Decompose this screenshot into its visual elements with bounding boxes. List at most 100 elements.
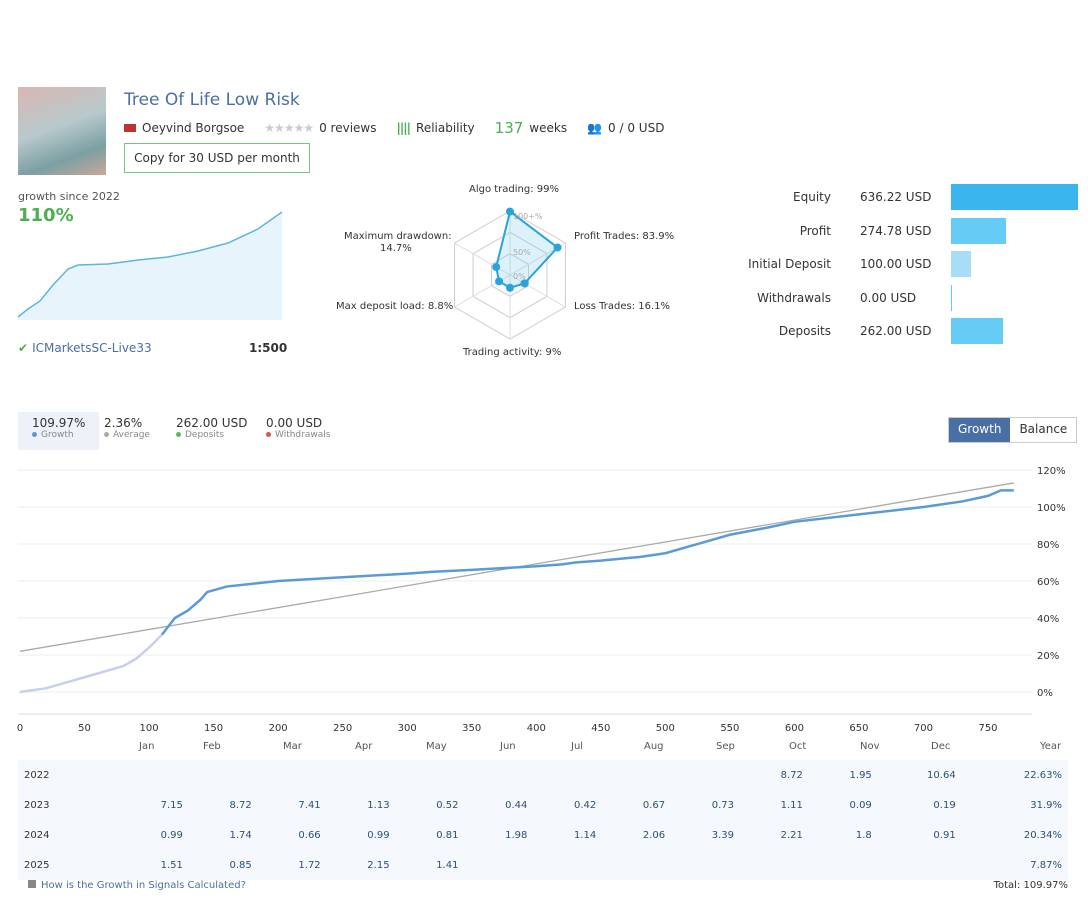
radar-point (506, 207, 514, 216)
monthly-table: 2022 8.72 1.95 10.64 22.63% 2023 7.15 8.72 7.41 1… (18, 760, 1068, 880)
help-link-text[interactable]: How is the Growth in Signals Calculated? (41, 880, 246, 891)
total: Total: 109.97% (993, 880, 1068, 891)
month-value (258, 760, 327, 790)
year-row: 2023 7.15 8.72 7.41 1.13 0.52 0.44 0.42 0.67 0.73… (18, 790, 1068, 820)
month-value: 1.51 (160, 859, 183, 871)
month-value: 0.85 (229, 859, 252, 871)
signal-meta: Oeyvind Borgsoe ★★★★★ 0 reviews |||| Rel… (124, 119, 664, 137)
month-value: 0.99 (367, 829, 390, 841)
radar-point (520, 279, 529, 288)
radar-axis (509, 274, 566, 308)
subscribers-icon: 👥 (587, 121, 603, 135)
month-value: 0.44 (505, 799, 528, 811)
y-tick-label: 0% (1037, 688, 1053, 699)
radar-scale-label: 50% (513, 248, 531, 257)
broker-name[interactable]: ICMarketsSC-Live33 (32, 341, 152, 355)
balance-label: Equity (793, 190, 831, 204)
signal-title[interactable]: Tree Of Life Low Risk (124, 90, 300, 110)
month-header: May (426, 741, 447, 752)
reliability: Reliability (416, 121, 475, 135)
balance-tab[interactable]: Balance (1019, 422, 1068, 436)
month-value: 8.72 (229, 799, 252, 811)
balance-value: 636.22 USD (860, 190, 932, 204)
weeks-label: weeks (529, 121, 568, 135)
balance-value: 262.00 USD (860, 324, 932, 338)
mini-growth-chart (18, 211, 283, 320)
reviews[interactable]: 0 reviews (319, 121, 377, 135)
stat-value: 0.00 USD (266, 416, 323, 430)
month-header: Oct (789, 741, 807, 752)
y-tick-label: 40% (1037, 614, 1059, 625)
x-tick-label: 550 (720, 723, 739, 734)
month-value (189, 760, 258, 790)
stat-average[interactable]: 2.36% Average (90, 412, 164, 450)
growth-line (160, 489, 1014, 636)
radar-label-algo: Algo trading: 99% (469, 184, 560, 195)
balance-bar (951, 318, 1004, 344)
growth-tab[interactable]: Growth (949, 418, 1011, 442)
stat-growth[interactable]: 109.97% Growth (18, 412, 100, 450)
stat-deposits[interactable]: 262.00 USD Deposits (162, 412, 261, 450)
help-link[interactable]: How is the Growth in Signals Calculated? (28, 880, 246, 891)
broker[interactable]: ✔ ICMarketsSC-Live33 (18, 341, 152, 355)
x-tick-label: 200 (269, 723, 288, 734)
chart-toggle: Growth Balance (948, 417, 1078, 443)
radar-point (553, 243, 562, 252)
x-tick-label: 350 (462, 723, 481, 734)
weeks-value: 137 (494, 119, 524, 137)
month-header: Sep (716, 741, 735, 752)
month-value: 1.14 (573, 829, 597, 841)
month-value: 1.95 (849, 769, 872, 781)
month-header: Jul (571, 741, 584, 752)
info-icon (28, 880, 36, 888)
month-header: Apr (355, 741, 373, 752)
month-header: Year (1040, 741, 1062, 752)
month-value: 10.64 (927, 769, 956, 781)
balance-value: 100.00 USD (860, 257, 932, 271)
leverage: 1:500 (249, 341, 288, 355)
month-value: 1.98 (505, 829, 528, 841)
month-value: 2.06 (642, 829, 666, 841)
x-tick-label: 150 (204, 723, 223, 734)
stat-label: Withdrawals (275, 430, 331, 440)
month-value: 7.41 (298, 799, 321, 811)
month-value (120, 760, 189, 790)
reliability-icon: |||| (396, 121, 411, 135)
x-tick-label: 400 (527, 723, 546, 734)
month-value (878, 850, 962, 880)
month-value (464, 850, 533, 880)
month-header: Mar (283, 741, 302, 752)
radar-point (495, 277, 504, 286)
growth-chart: 0% 20% 40% 60% 80% 100% 120% 0 50 100 150 200 250 300… (17, 466, 1066, 734)
radar-label-deposit-load: Max deposit load: 8.8% (336, 301, 454, 312)
month-value: 0.91 (933, 829, 956, 841)
stat-label: Growth (41, 430, 74, 440)
radar-axis (454, 242, 511, 276)
month-value (671, 850, 740, 880)
copy-button[interactable]: Copy for 30 USD per month (124, 143, 310, 173)
mini-line (18, 211, 283, 318)
month-value (740, 850, 809, 880)
year-row: 2024 0.99 1.74 0.66 0.99 0.81 1.98 1.14 2.06 3.39… (18, 820, 1068, 850)
y-tick-label: 80% (1037, 540, 1059, 551)
month-header: Jan (139, 741, 155, 752)
growth-value: 110% (18, 205, 74, 226)
y-tick-label: 100% (1037, 503, 1066, 514)
year-cell: 2023 (24, 799, 50, 811)
author-link[interactable]: Oeyvind Borgsoe (142, 121, 245, 135)
stat-withdrawals[interactable]: 0.00 USD Withdrawals (252, 412, 344, 450)
stars-icon: ★★★★★ (264, 121, 314, 135)
month-value (396, 760, 465, 790)
year-cell: 2022 (24, 769, 50, 781)
balance-label: Initial Deposit (748, 257, 831, 271)
month-value: 1.8 (855, 829, 872, 841)
x-tick-label: 0 (17, 723, 23, 734)
month-value: 0.19 (933, 799, 956, 811)
month-value: 1.11 (780, 799, 803, 811)
month-value: 1.13 (367, 799, 390, 811)
month-value: 2.21 (780, 829, 803, 841)
month-value (809, 850, 878, 880)
radar-point (492, 263, 501, 272)
month-header: Feb (203, 741, 221, 752)
month-value (533, 850, 602, 880)
